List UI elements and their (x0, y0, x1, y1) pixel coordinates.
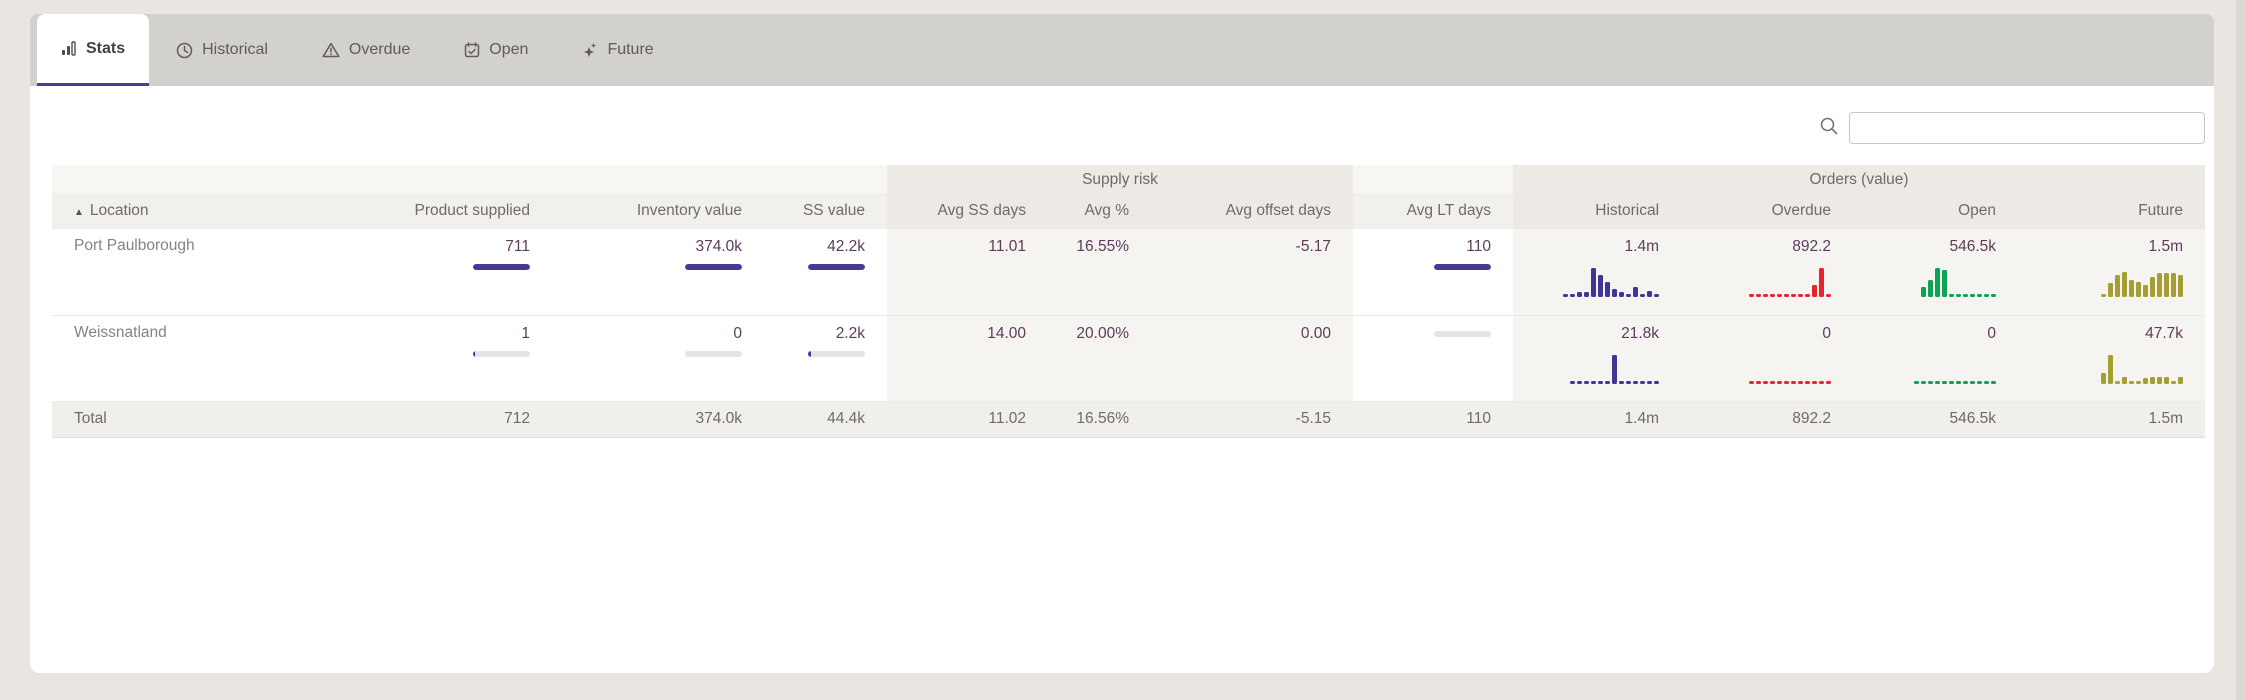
spacer (52, 165, 887, 193)
search-icon (1819, 116, 1839, 141)
cell-historical: 1.4m (1513, 229, 1682, 316)
cell-avg-ss-days: 11.01 (887, 229, 1048, 316)
sparkles-icon (582, 42, 598, 59)
historical-sparkline (1570, 347, 1660, 384)
cell-future: 1.5m (2018, 229, 2206, 316)
tab-historical[interactable]: Historical (149, 14, 295, 86)
total-avg-lt-days: 110 (1353, 400, 1514, 438)
sort-asc-icon: ▲ (74, 207, 84, 218)
value-bar (1434, 264, 1492, 270)
bar-chart-icon (61, 40, 77, 57)
column-header-row: ▲ Location Product supplied Inventory val… (52, 193, 2206, 229)
group-supply-risk: Supply risk (887, 165, 1354, 193)
cell-overdue: 0 (1681, 315, 1854, 402)
stats-table: Supply risk Orders (value) ▲ Location Pro… (52, 165, 2206, 438)
search-area (1819, 112, 2205, 144)
cell-location: Port Paulborough (52, 229, 362, 316)
cell-location: Weissnatland (52, 315, 362, 402)
tab-future[interactable]: Future (555, 14, 680, 86)
tab-label: Overdue (348, 41, 411, 58)
column-header-avg-ss-days[interactable]: Avg SS days (887, 193, 1048, 229)
cell-avg-offset-days: -5.17 (1151, 229, 1354, 316)
value-bar (685, 264, 742, 270)
tab-label: Historical (202, 41, 268, 58)
column-header-avg-pct[interactable]: Avg % (1048, 193, 1151, 229)
cell-avg-ss-days: 14.00 (887, 315, 1048, 402)
column-header-avg-lt-days[interactable]: Avg LT days (1353, 193, 1514, 229)
total-label: Total (52, 400, 362, 438)
tab-bar: Stats Historical Overdue Open Future (30, 14, 2214, 86)
content-panel: Supply risk Orders (value) ▲ Location Pro… (30, 86, 2214, 673)
total-avg-pct: 16.56% (1048, 400, 1151, 438)
viewport-edge (2236, 0, 2245, 700)
value-bar (1434, 330, 1492, 337)
table-row[interactable]: Weissnatland 1 0 2.2k 14.00 20.00% 0.00 … (52, 315, 2206, 402)
calendar-icon (464, 42, 480, 58)
future-sparkline (2101, 347, 2184, 384)
cell-inventory-value: 0 (552, 315, 764, 402)
group-orders-value: Orders (value) (1513, 165, 2206, 193)
overdue-sparkline (1749, 260, 1832, 297)
total-future: 1.5m (2018, 400, 2206, 438)
table-row[interactable]: Port Paulborough 711 374.0k 42.2k 11.01 … (52, 229, 2206, 316)
cell-inventory-value: 374.0k (552, 229, 764, 316)
total-historical: 1.4m (1513, 400, 1682, 438)
warning-icon (322, 42, 340, 58)
future-sparkline (2101, 260, 2184, 297)
cell-overdue: 892.2 (1681, 229, 1854, 316)
total-inventory-value: 374.0k (552, 400, 764, 438)
column-header-future[interactable]: Future (2018, 193, 2206, 229)
open-sparkline (1921, 260, 1997, 297)
value-bar (473, 264, 530, 270)
column-header-overdue[interactable]: Overdue (1681, 193, 1854, 229)
total-product-supplied: 712 (362, 400, 552, 438)
overdue-sparkline (1749, 347, 1832, 384)
column-header-product-supplied[interactable]: Product supplied (362, 193, 552, 229)
cell-avg-offset-days: 0.00 (1151, 315, 1354, 402)
tab-label: Future (607, 41, 654, 58)
total-overdue: 892.2 (1681, 400, 1854, 438)
clock-icon (176, 42, 193, 59)
cell-future: 47.7k (2018, 315, 2206, 402)
tab-stats[interactable]: Stats (37, 14, 150, 86)
column-header-avg-offset-days[interactable]: Avg offset days (1151, 193, 1354, 229)
value-bar (685, 350, 742, 357)
column-header-open[interactable]: Open (1853, 193, 2019, 229)
spacer (1353, 165, 1514, 193)
value-bar (473, 350, 530, 357)
group-header-row: Supply risk Orders (value) (52, 165, 2206, 193)
tab-overdue[interactable]: Overdue (295, 14, 437, 86)
search-input[interactable] (1849, 112, 2205, 144)
cell-avg-lt-days: 110 (1353, 229, 1514, 316)
column-header-inventory-value[interactable]: Inventory value (552, 193, 764, 229)
cell-avg-pct: 20.00% (1048, 315, 1151, 402)
cell-open: 0 (1853, 315, 2019, 402)
cell-product-supplied: 1 (362, 315, 552, 402)
column-header-ss-value[interactable]: SS value (764, 193, 887, 229)
cell-ss-value: 42.2k (764, 229, 887, 316)
cell-product-supplied: 711 (362, 229, 552, 316)
cell-avg-pct: 16.55% (1048, 229, 1151, 316)
historical-sparkline (1563, 260, 1660, 297)
cell-historical: 21.8k (1513, 315, 1682, 402)
open-sparkline (1914, 347, 1997, 384)
value-bar (808, 264, 865, 270)
column-header-historical[interactable]: Historical (1513, 193, 1682, 229)
total-avg-offset-days: -5.15 (1151, 400, 1354, 438)
tab-open[interactable]: Open (437, 14, 555, 86)
value-bar (808, 350, 865, 357)
total-open: 546.5k (1853, 400, 2019, 438)
cell-ss-value: 2.2k (764, 315, 887, 402)
total-avg-ss-days: 11.02 (887, 400, 1048, 438)
tab-label: Stats (86, 39, 126, 57)
cell-avg-lt-days (1353, 315, 1514, 402)
cell-open: 546.5k (1853, 229, 2019, 316)
total-row: Total 712 374.0k 44.4k 11.02 16.56% -5.1… (52, 400, 2206, 438)
total-ss-value: 44.4k (764, 400, 887, 438)
tab-label: Open (489, 41, 529, 58)
column-header-location[interactable]: ▲ Location (52, 193, 362, 229)
